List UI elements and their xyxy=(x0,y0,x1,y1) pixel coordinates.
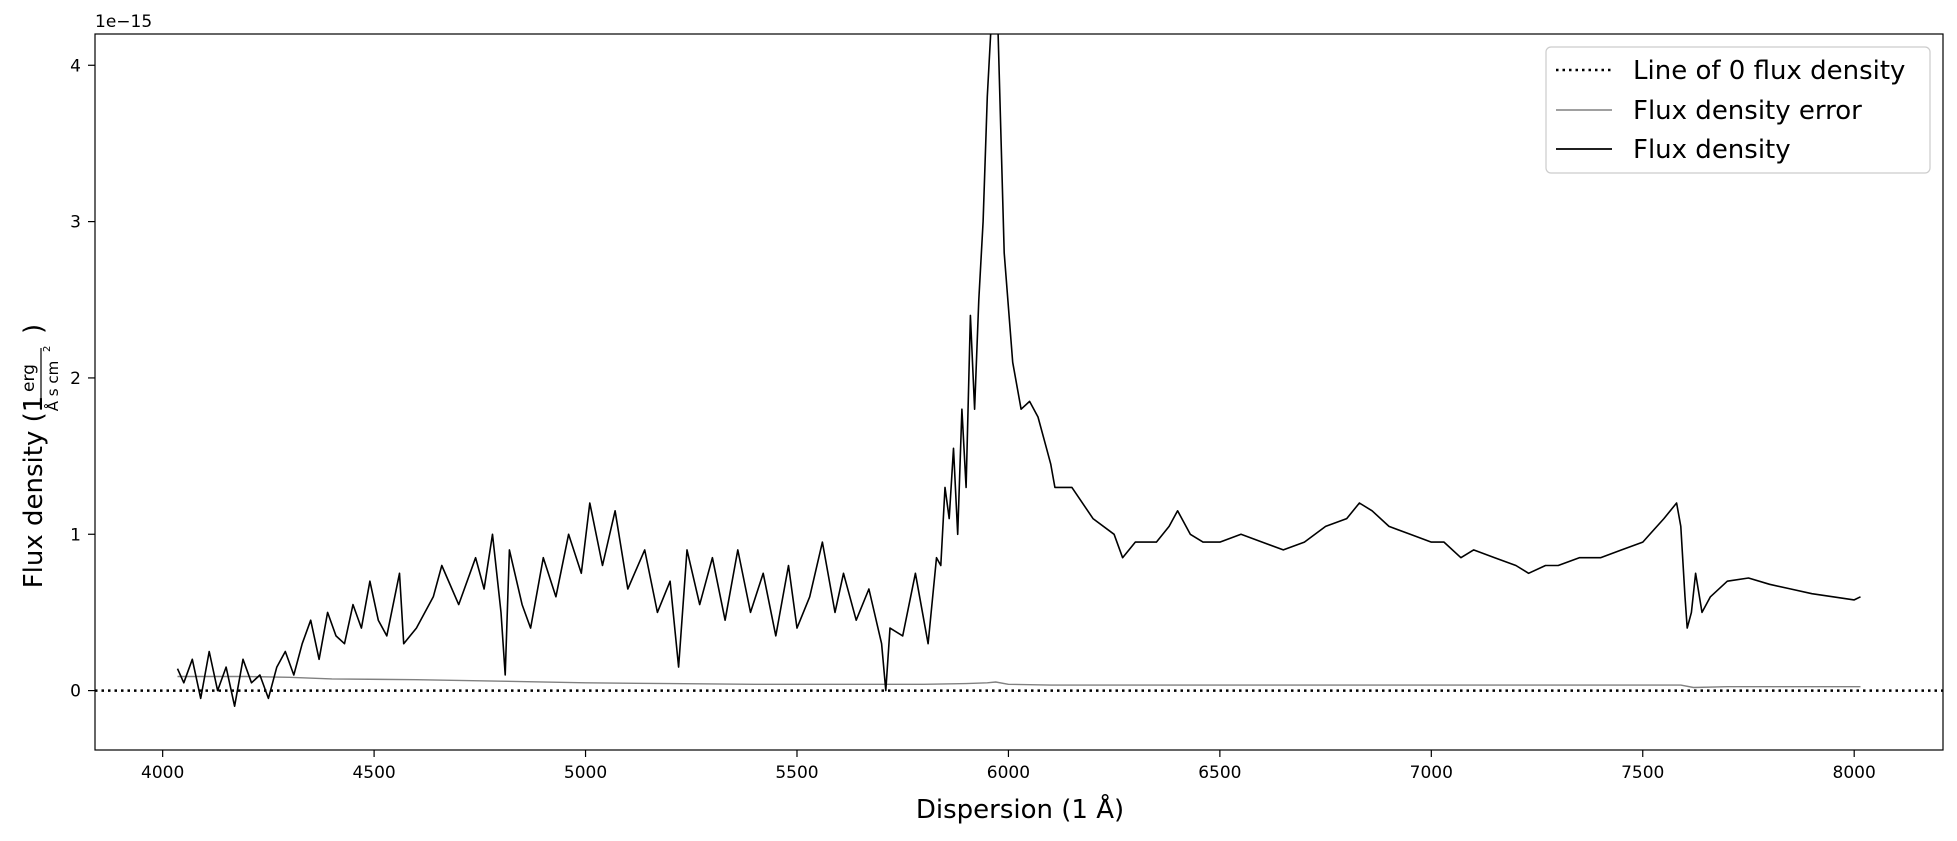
y-tick-label: 3 xyxy=(70,213,81,233)
legend-label-flux-error: Flux density error xyxy=(1633,96,1862,126)
y-tick-label: 2 xyxy=(70,369,81,389)
y-tick-label: 1 xyxy=(70,525,81,545)
y-tick-label: 4 xyxy=(70,56,81,76)
x-tick-label: 4500 xyxy=(352,763,395,783)
x-tick-label: 5000 xyxy=(564,763,607,783)
y-axis-label: Flux density (1 erg Å s cm 2 ) xyxy=(19,324,62,588)
series-layer xyxy=(95,34,1943,708)
y-axis-label-close: ) xyxy=(19,324,49,334)
x-tick-label: 5500 xyxy=(775,763,818,783)
x-tick-label: 7000 xyxy=(1410,763,1453,783)
y-offset-label: 1e−15 xyxy=(95,12,152,32)
x-tick-label: 6000 xyxy=(987,763,1030,783)
plot-frame xyxy=(94,33,1944,751)
y-axis: 0 1 2 3 4 xyxy=(70,56,95,702)
x-tick-label: 7500 xyxy=(1621,763,1664,783)
y-axis-label-denominator: Å s cm xyxy=(43,361,62,411)
legend: Line of 0 flux density Flux density erro… xyxy=(1545,46,1931,174)
x-axis-label: Dispersion (1 Å) xyxy=(916,793,1124,825)
y-tick-label: 0 xyxy=(70,682,81,702)
legend-label-zero-line: Line of 0 flux density xyxy=(1633,56,1905,86)
y-axis-label-denominator-sup: 2 xyxy=(42,346,53,352)
y-axis-label-main: Flux density (1 xyxy=(19,396,49,589)
x-axis: 4000 4500 5000 5500 6000 6500 7000 7500 8000 xyxy=(141,750,1876,783)
x-tick-label: 4000 xyxy=(141,763,184,783)
y-axis-label-numerator: erg xyxy=(19,364,39,392)
legend-box xyxy=(1545,46,1931,174)
legend-label-flux: Flux density xyxy=(1633,135,1791,165)
x-tick-label: 6500 xyxy=(1198,763,1241,783)
flux-density-error-line xyxy=(177,675,1861,689)
flux-density-line xyxy=(176,34,1861,708)
x-tick-label: 8000 xyxy=(1833,763,1876,783)
